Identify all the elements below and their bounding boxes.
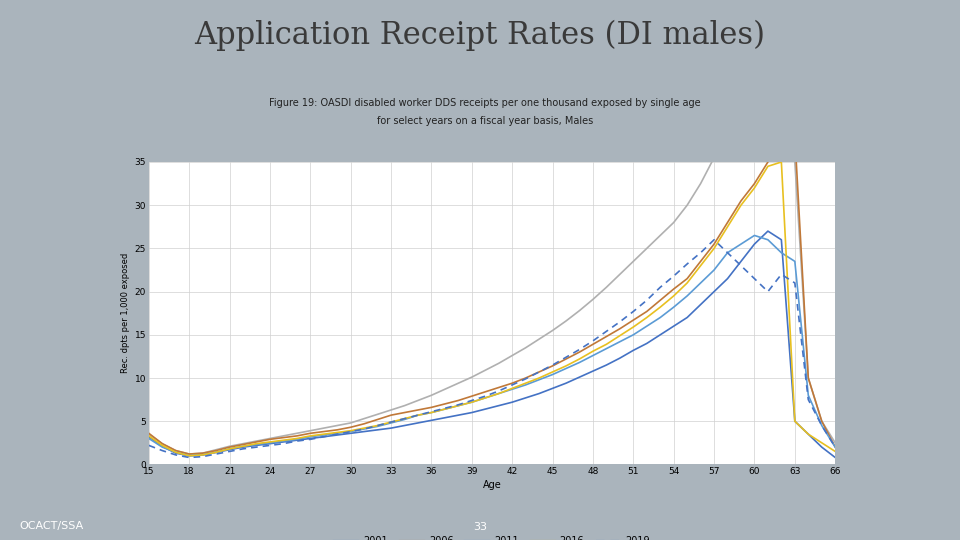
- Text: OCACT/SSA: OCACT/SSA: [19, 522, 84, 531]
- Y-axis label: Rec. dpts per 1,000 exposed: Rec. dpts per 1,000 exposed: [121, 253, 131, 373]
- X-axis label: Age: Age: [483, 481, 501, 490]
- Text: for select years on a fiscal year basis, Males: for select years on a fiscal year basis,…: [376, 117, 593, 126]
- Text: Application Receipt Rates (DI males): Application Receipt Rates (DI males): [195, 19, 765, 51]
- Text: 33: 33: [473, 522, 487, 531]
- Legend: 2001, 2006, 2011, 2016, 2019: 2001, 2006, 2011, 2016, 2019: [330, 532, 654, 540]
- Text: Figure 19: OASDI disabled worker DDS receipts per one thousand exposed by single: Figure 19: OASDI disabled worker DDS rec…: [269, 98, 701, 107]
